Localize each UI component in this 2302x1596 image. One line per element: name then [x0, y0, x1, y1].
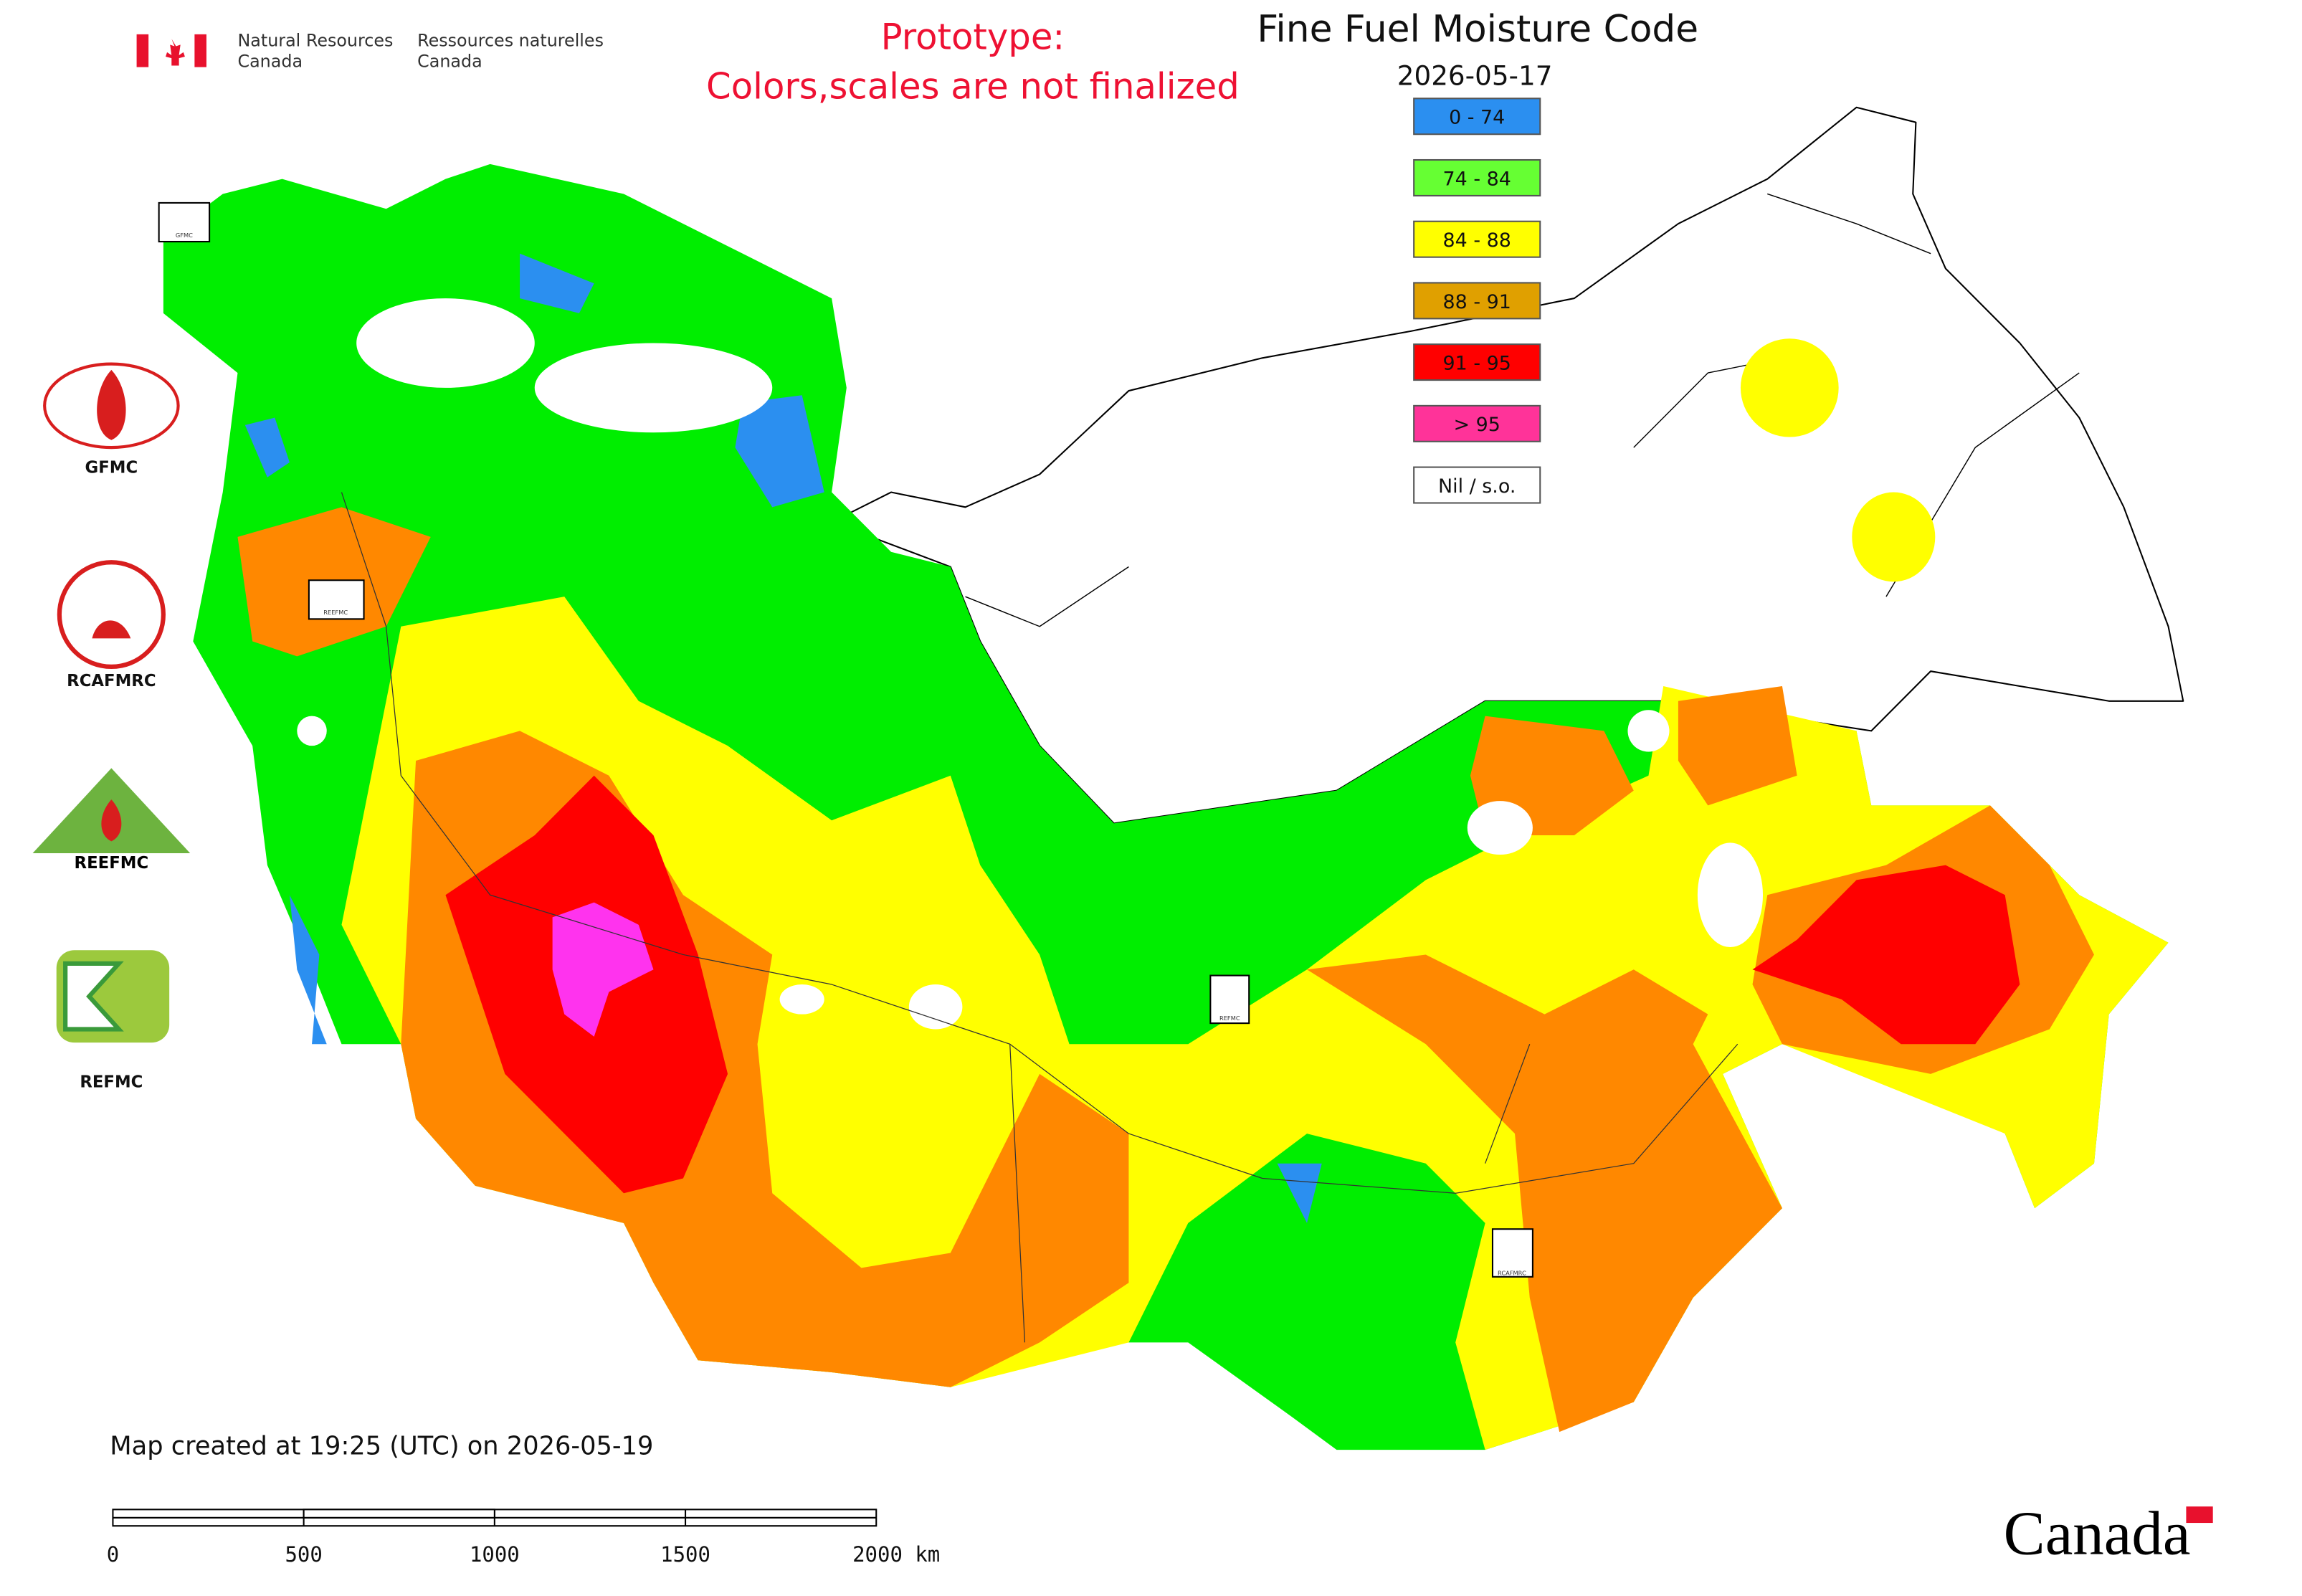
legend-swatch [1413, 343, 1541, 381]
logo-label: RCAFMRC [67, 672, 156, 690]
scale-label: 500 [285, 1542, 322, 1567]
map-date: 2026-05-17 [1397, 60, 1553, 92]
legend-swatch [1413, 220, 1541, 258]
legend-label: 0 - 74 [1449, 107, 1505, 129]
legend-swatch [1413, 98, 1541, 136]
zone-blue [244, 253, 1322, 1223]
scale-label: 1000 [470, 1542, 520, 1567]
logos [32, 362, 191, 1043]
marker-label: GFMC [176, 232, 193, 239]
legend-swatch [1413, 282, 1541, 320]
zone-magenta [552, 902, 654, 1037]
agency-signature: Natural Resources Canada Ressources natu… [136, 30, 604, 72]
canada-wordmark: Canada [2004, 1498, 2191, 1568]
marker-label: RCAFMRC [1498, 1270, 1526, 1277]
legend: 0 - 74 74 - 84 84 - 88 88 - 91 91 - 95 > 95 Ni… [1413, 98, 1541, 504]
legend-label: Nil / s.o. [1438, 475, 1516, 498]
zone-red [445, 775, 2020, 1194]
wordmark-flag [2186, 1506, 2213, 1524]
scale-bar [112, 1509, 877, 1527]
logo-label: GFMC [85, 458, 138, 477]
marker-label: REFMC [1219, 1015, 1240, 1022]
agency-fr-1: Ressources naturelles [417, 30, 604, 50]
zone-yellow-east [1740, 338, 1839, 437]
nil-patches [297, 298, 1764, 1030]
logo-label: REEFMC [75, 854, 149, 873]
legend-swatch [1413, 158, 1541, 196]
legend-label: 91 - 95 [1443, 352, 1511, 374]
legend-swatch [1413, 404, 1541, 442]
map-title: Fine Fuel Moisture Code [1257, 8, 1698, 51]
zone-yellow-east [1852, 492, 1936, 582]
footer-note: Map created at 19:25 (UTC) on 2026-05-19 [110, 1431, 653, 1460]
legend-label: 88 - 91 [1443, 291, 1511, 313]
scale-label: 2000 km [852, 1542, 940, 1567]
zone-orange [237, 507, 2094, 1433]
marker-label: REEFMC [323, 609, 348, 616]
scale-label: 0 [107, 1542, 119, 1567]
map-area [163, 106, 2184, 1450]
legend-swatch [1413, 466, 1541, 504]
agency-en-2: Canada [237, 52, 303, 72]
notice-line2: Colors,scales are not finalized [706, 65, 1240, 107]
legend-label: 84 - 88 [1443, 229, 1511, 252]
notice-line1: Prototype: [881, 16, 1065, 58]
legend-label: 74 - 84 [1443, 168, 1511, 190]
logo-label: REFMC [80, 1073, 143, 1092]
legend-label: > 95 [1454, 414, 1500, 436]
map-markers [158, 201, 1533, 1278]
agency-en-1: Natural Resources [237, 30, 393, 50]
scale-label: 1500 [660, 1542, 710, 1567]
agency-fr-2: Canada [417, 52, 482, 72]
